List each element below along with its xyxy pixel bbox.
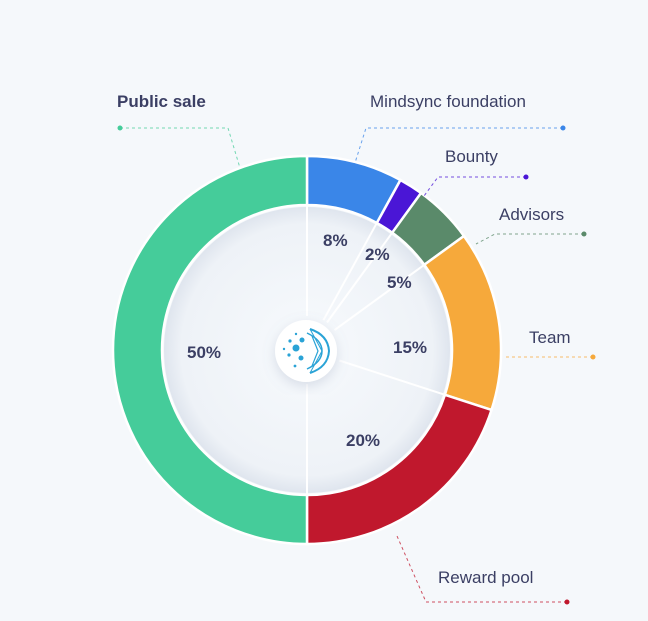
- slice-boundary-spoke: [322, 222, 378, 321]
- leader-dot-public-sale: [117, 125, 123, 131]
- slice-boundary-spoke: [333, 263, 425, 331]
- slice-boundary-spoke: [339, 359, 446, 396]
- center-spokes: [306, 205, 446, 495]
- donut-segments: [111, 154, 503, 546]
- series-label-reward-pool: Reward pool: [438, 568, 533, 587]
- leader-line-mindsync-foundation: [353, 127, 563, 167]
- leader-dot-mindsync-foundation: [560, 125, 566, 131]
- leader-line-reward-pool: [396, 535, 567, 603]
- leader-line-advisors: [475, 233, 584, 245]
- series-label-public-sale: Public sale: [117, 92, 206, 111]
- data-label-public-sale: 50%: [187, 343, 221, 362]
- leader-dot-bounty: [523, 174, 529, 180]
- series-label-bounty: Bounty: [445, 147, 498, 166]
- leader-line-bounty: [423, 176, 526, 197]
- leader-dot-advisors: [581, 231, 587, 237]
- series-label-advisors: Advisors: [499, 205, 564, 224]
- data-label-bounty: 2%: [365, 245, 390, 264]
- series-label-team: Team: [529, 328, 571, 347]
- series-label-mindsync-foundation: Mindsync foundation: [370, 92, 526, 111]
- leader-dot-reward-pool: [564, 599, 570, 605]
- leader-dot-team: [590, 354, 596, 360]
- data-label-team: 15%: [393, 338, 427, 357]
- leader-line-public-sale: [120, 127, 241, 169]
- data-label-mindsync-foundation: 8%: [323, 231, 348, 250]
- brain-network-logo-icon: [275, 320, 337, 382]
- slice-boundary-spoke: [326, 232, 394, 324]
- slice-public-sale: [111, 154, 309, 546]
- leader-lines: [117, 125, 596, 605]
- data-label-reward-pool: 20%: [346, 431, 380, 450]
- data-label-advisors: 5%: [387, 273, 412, 292]
